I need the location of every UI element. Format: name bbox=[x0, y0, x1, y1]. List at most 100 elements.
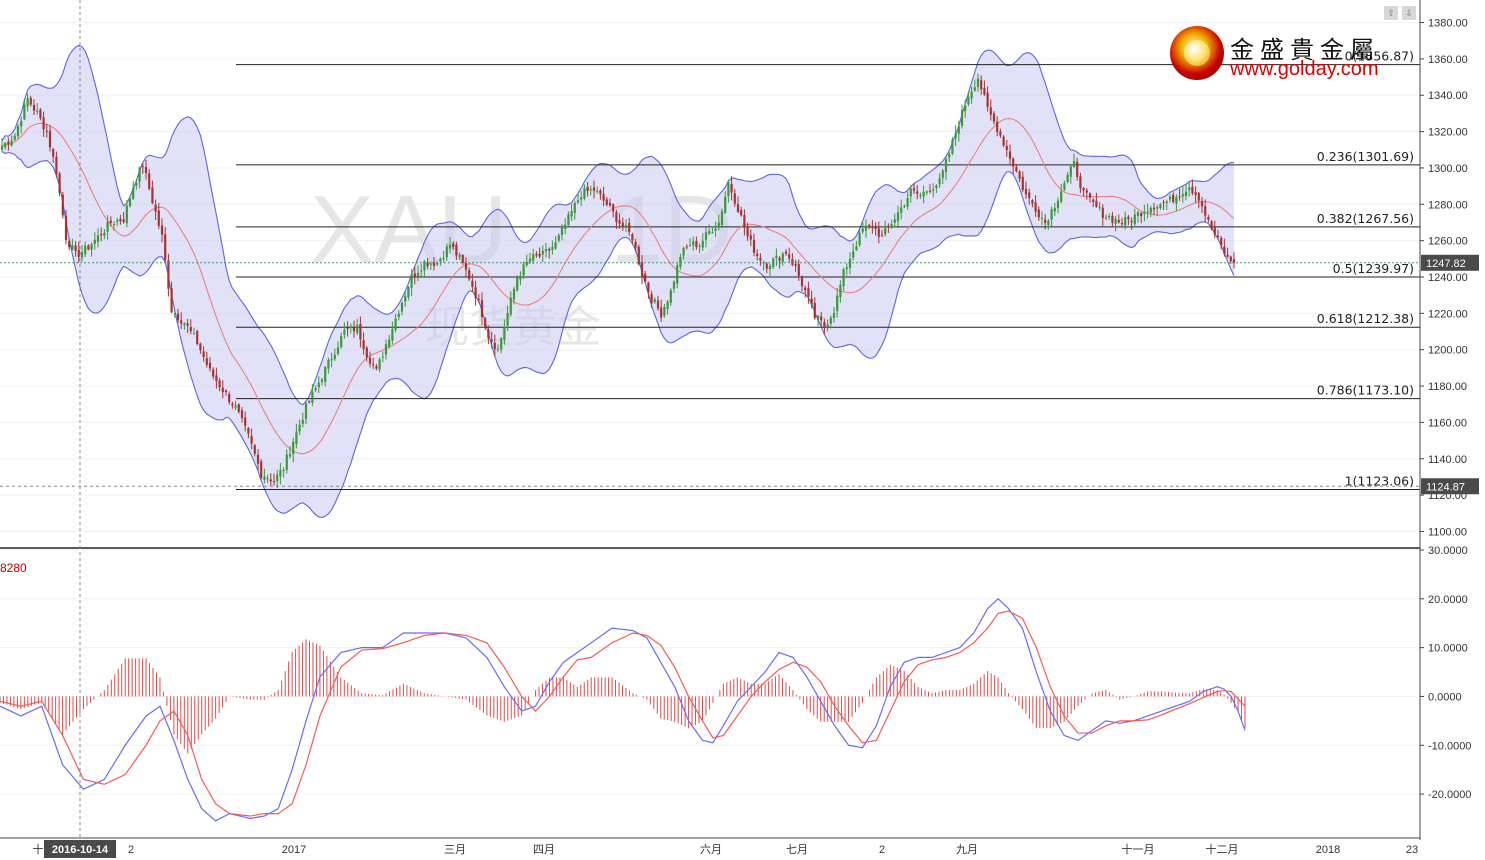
candle-body bbox=[637, 246, 640, 265]
candle-body bbox=[208, 362, 212, 369]
candle-body bbox=[253, 445, 256, 454]
current-price-label-bg bbox=[1421, 254, 1479, 271]
candle-body bbox=[1040, 217, 1044, 219]
candle-body bbox=[1053, 207, 1056, 212]
candle-body bbox=[96, 235, 100, 242]
time-tick-label: 十二月 bbox=[1206, 842, 1239, 856]
candle-body bbox=[384, 344, 388, 355]
candle-body bbox=[800, 277, 804, 287]
candle-body bbox=[100, 234, 103, 236]
candle-body bbox=[858, 232, 861, 245]
scroll-up-button[interactable]: ⇧ bbox=[1384, 6, 1398, 20]
candle-body bbox=[48, 130, 52, 148]
candle-body bbox=[519, 275, 522, 280]
candle-body bbox=[784, 251, 788, 254]
candle-body bbox=[765, 263, 768, 269]
time-tick-label: 2017 bbox=[282, 844, 306, 856]
bollinger-bands bbox=[1, 44, 1235, 519]
candle-body bbox=[122, 219, 125, 222]
price-panel[interactable]: 0(1356.87) 0.236(1301.69) 0.382(1267.56) 0.… bbox=[0, 44, 1420, 519]
candle-body bbox=[1149, 207, 1152, 213]
signal-line bbox=[0, 610, 1246, 817]
candle-body bbox=[1069, 166, 1072, 177]
candle-body bbox=[272, 481, 276, 483]
candle-body bbox=[423, 261, 426, 271]
moving-average bbox=[1, 118, 1235, 455]
logo-url: www.golday.com bbox=[1230, 58, 1379, 80]
candle-body bbox=[845, 267, 848, 270]
fib-level-label: 0(1356.87) bbox=[1345, 49, 1414, 64]
candle-body bbox=[1015, 167, 1018, 172]
candle-body bbox=[71, 245, 74, 250]
candle-body bbox=[868, 224, 871, 226]
candle-body bbox=[711, 232, 714, 234]
candle-body bbox=[26, 98, 29, 107]
candle-body bbox=[1111, 215, 1114, 223]
candle-body bbox=[269, 479, 272, 482]
candle-body bbox=[736, 204, 740, 212]
candle-body bbox=[890, 223, 893, 228]
candle-body bbox=[900, 207, 903, 213]
candle-body bbox=[839, 284, 842, 298]
bollinger-upper-line bbox=[1, 44, 1235, 406]
candle-body bbox=[775, 255, 778, 259]
candle-body bbox=[61, 194, 64, 216]
candle-body bbox=[320, 379, 324, 382]
time-axis[interactable]: 十 2016-10-14 2 2017 三月 四月 六月 七月 2 九月 十一月 十二月 2018 23 bbox=[0, 837, 1420, 858]
time-tick-label: 三月 bbox=[444, 844, 466, 856]
candle-body bbox=[503, 326, 506, 340]
candle-body bbox=[375, 366, 378, 369]
candle-body bbox=[1056, 200, 1060, 209]
candle-body bbox=[794, 264, 797, 266]
candle-body bbox=[727, 182, 730, 197]
candle-body bbox=[452, 243, 455, 247]
candle-body bbox=[791, 258, 794, 265]
candle-body bbox=[295, 431, 298, 444]
candle-body bbox=[420, 270, 423, 272]
time-tick-label: 十一月 bbox=[1122, 842, 1155, 856]
crosshair-price-label: 1124.87 bbox=[1426, 481, 1465, 493]
candle-body bbox=[1146, 211, 1149, 213]
candle-body bbox=[1024, 188, 1028, 195]
candle-body bbox=[1194, 192, 1197, 195]
candle-body bbox=[861, 228, 864, 232]
crosshair-date-label: 2016-10-14 bbox=[52, 844, 109, 856]
candle-body bbox=[618, 220, 621, 224]
candle-body bbox=[68, 240, 71, 248]
candle-body bbox=[58, 173, 61, 193]
candle-body bbox=[231, 403, 234, 406]
candle-body bbox=[87, 245, 90, 250]
candle-body bbox=[205, 358, 208, 365]
candle-body bbox=[836, 295, 839, 312]
candle-body bbox=[1136, 212, 1140, 217]
candle-body bbox=[1028, 192, 1031, 198]
candle-body bbox=[592, 187, 596, 191]
candle-body bbox=[416, 272, 420, 277]
price-axis[interactable]: 1380.00 1360.00 1340.00 1320.00 1300.00 1280.… bbox=[1419, 0, 1479, 840]
candle-body bbox=[260, 461, 263, 478]
candle-body bbox=[132, 187, 135, 199]
candle-body bbox=[1044, 219, 1047, 223]
candle-body bbox=[752, 240, 756, 253]
fibonacci-retracement[interactable]: 0(1356.87) 0.236(1301.69) 0.382(1267.56) 0.… bbox=[236, 49, 1420, 491]
macd-tick-label: 0.0000 bbox=[1428, 691, 1462, 703]
price-tick-label: 1300.00 bbox=[1428, 163, 1468, 175]
candle-body bbox=[36, 110, 39, 112]
candle-body bbox=[23, 104, 26, 120]
candle-body bbox=[650, 294, 653, 304]
candle-body bbox=[973, 87, 976, 91]
candle-body bbox=[388, 339, 391, 347]
candle-body bbox=[1162, 202, 1165, 204]
candle-body bbox=[1181, 194, 1184, 197]
candle-body bbox=[1232, 259, 1236, 263]
candle-body bbox=[768, 265, 772, 269]
candle-body bbox=[586, 186, 589, 192]
macd-axis[interactable]: 30.0000 20.0000 10.0000 0.0000 -10.0000 -20.0… bbox=[1420, 545, 1471, 801]
candle-body bbox=[391, 328, 394, 341]
candle-body bbox=[413, 273, 416, 277]
candle-body bbox=[544, 248, 548, 252]
time-tick-label: 2 bbox=[128, 844, 134, 856]
macd-panel[interactable]: 8280 bbox=[0, 561, 1246, 822]
scroll-down-button[interactable]: ⇩ bbox=[1402, 6, 1416, 20]
